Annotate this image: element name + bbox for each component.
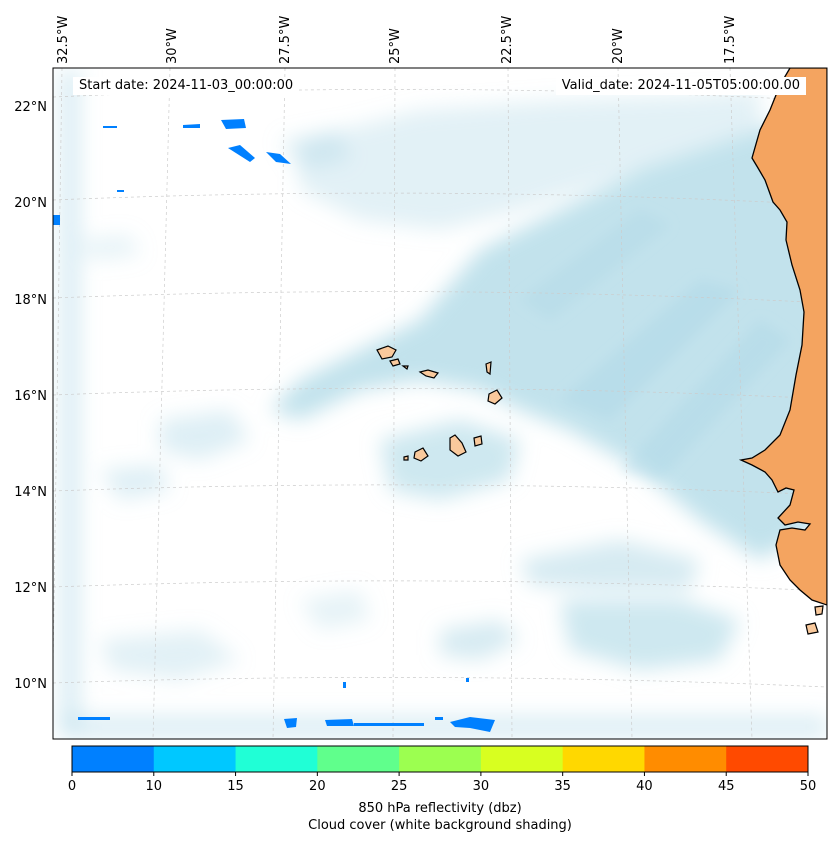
colorbar-segment [235,746,318,772]
reflectivity-patch [354,723,424,726]
island [487,389,503,405]
cloud-streaks [520,210,790,480]
colorbar-tick-label: 50 [799,779,817,794]
colorbar-segment [399,746,482,772]
colorbar-frame [71,745,809,773]
reflectivity-patch [343,682,346,688]
lon-label: 25°W [388,28,403,64]
lon-label: 17.5°W [723,16,738,64]
reflectivity-patch [266,152,291,164]
cape-verde-islands [376,345,824,635]
colorbar-segment [72,746,155,772]
reflectivity-patch [284,718,297,728]
reflectivity-patch [450,717,495,732]
colorbar-tick-label: 25 [390,779,408,794]
colorbar-tick-label: 15 [227,779,244,794]
lon-label: 27.5°W [278,16,293,64]
island [413,447,429,462]
reflectivity-patches [53,119,495,732]
colorbar [71,746,809,776]
reflectivity-patch [53,215,60,225]
reflectivity-patch [117,190,124,192]
colorbar-tick-label: 10 [145,779,163,794]
colorbar-tick-label: 40 [636,779,653,794]
colorbar-segment [153,746,237,772]
colorbar-segment [480,746,564,772]
reflectivity-patch [183,124,200,128]
colorbar-label: 850 hPa reflectivity (dbz) [358,801,522,816]
reflectivity-patch [435,717,443,720]
longitude-labels: 32.5°W 30°W 27.5°W 25°W 22.5°W 20°W 17.5… [56,16,738,64]
reflectivity-patch [466,678,469,682]
island [376,345,397,360]
reflectivity-patch [228,145,255,162]
colorbar-tick-label: 30 [472,779,490,794]
island [449,434,467,457]
colorbar-tick-label: 20 [309,779,326,794]
lon-label: 30°W [165,28,180,64]
reflectivity-patch [103,126,117,128]
lon-label: 32.5°W [56,16,71,64]
island [814,605,824,616]
island [389,358,401,367]
reflectivity-patch [325,719,354,726]
valid-date-label: Valid_date: 2024-11-05T05:00:00.00 [555,77,806,95]
latitude-labels: 22°N 20°N 18°N 16°N 14°N 12°N 10°N [14,100,47,692]
map-area [53,68,827,739]
colorbar-segment [317,746,400,772]
start-date-label: Start date: 2024-11-03_00:00:00 [73,77,300,95]
colorbar-sublabel: Cloud cover (white background shading) [308,818,572,833]
lat-label: 16°N [14,389,47,404]
lat-label: 14°N [14,485,47,500]
lon-label: 20°W [611,28,626,64]
colorbar-tick-label: 35 [554,779,571,794]
island [401,365,409,370]
colorbar-tick-label: 0 [67,779,77,794]
colorbar-segment [726,746,809,772]
reflectivity-patch [221,119,246,129]
colorbar-segment [562,746,645,772]
colorbar-tick-label: 45 [717,779,735,794]
map-frame [52,67,828,740]
colorbar-segment [644,746,727,772]
lat-label: 10°N [14,677,47,692]
lat-label: 22°N [14,100,47,115]
reflectivity-patch [78,717,110,720]
lat-label: 18°N [14,293,47,308]
island [473,435,483,447]
island [403,455,409,461]
island [418,369,440,379]
island [805,622,819,635]
lat-label: 12°N [14,581,47,596]
africa-mainland [738,68,827,606]
lon-label: 22.5°W [500,16,515,64]
island [485,361,492,376]
lat-label: 20°N [14,196,47,211]
